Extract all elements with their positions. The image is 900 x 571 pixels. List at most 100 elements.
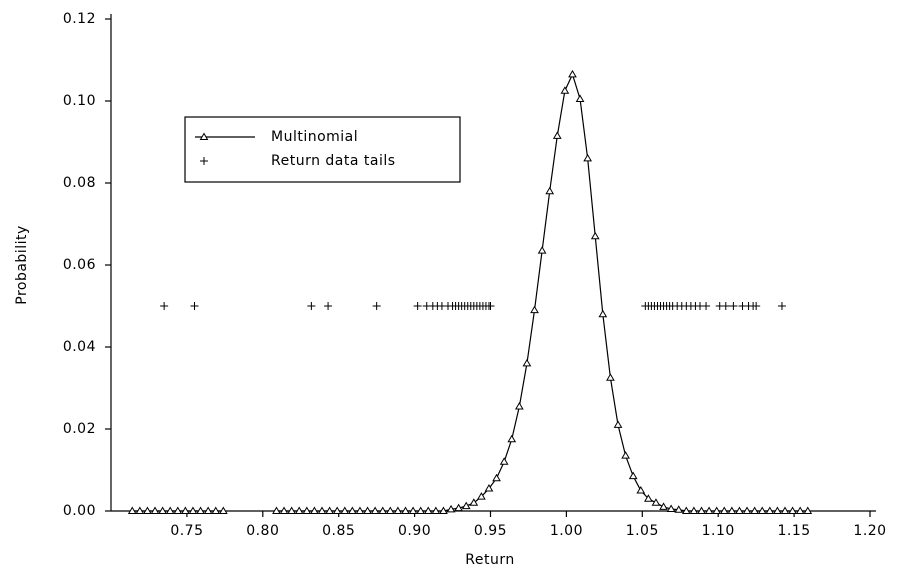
triangle-marker xyxy=(477,492,486,500)
triangle-marker xyxy=(681,506,691,514)
triangle-marker xyxy=(188,506,198,514)
triangle-marker xyxy=(575,94,585,102)
triangle-marker xyxy=(507,434,517,443)
triangle-marker xyxy=(218,506,228,514)
triangle-marker xyxy=(735,506,744,514)
y-tick-label: 0.08 xyxy=(63,175,96,191)
triangle-marker xyxy=(636,486,646,494)
triangle-marker xyxy=(370,506,380,514)
triangle-marker xyxy=(196,506,205,514)
triangle-marker xyxy=(552,131,562,139)
triangle-marker xyxy=(537,246,547,254)
x-tick-label: 1.05 xyxy=(626,523,659,539)
triangle-marker xyxy=(697,506,706,514)
triangle-marker xyxy=(181,506,190,514)
legend-marker xyxy=(200,157,208,165)
triangle-marker xyxy=(499,457,509,465)
y-tick-label: 0.10 xyxy=(63,93,96,109)
triangle-marker xyxy=(689,506,699,514)
plus-marker xyxy=(702,302,711,310)
triangle-marker xyxy=(294,506,304,514)
triangle-marker xyxy=(287,506,297,514)
triangle-marker xyxy=(454,503,463,512)
x-tick-label: 0.90 xyxy=(398,523,431,539)
triangle-marker xyxy=(378,506,388,514)
plus-marker xyxy=(324,302,333,310)
triangle-marker xyxy=(393,506,403,514)
triangle-marker xyxy=(590,231,600,240)
triangle-marker xyxy=(332,506,342,514)
triangle-marker xyxy=(651,498,661,506)
legend-label: Return data tails xyxy=(271,153,396,169)
triangle-marker xyxy=(203,506,213,514)
triangle-marker xyxy=(401,506,410,514)
triangle-marker xyxy=(127,506,137,514)
x-axis-label: Return xyxy=(465,552,514,568)
triangle-marker xyxy=(674,505,684,513)
plus-marker xyxy=(307,302,316,310)
triangle-marker xyxy=(325,506,334,514)
triangle-marker xyxy=(598,309,608,318)
triangle-marker xyxy=(446,504,456,513)
plus-marker xyxy=(777,302,786,310)
x-tick-label: 1.10 xyxy=(702,523,735,539)
x-tick-label: 1.15 xyxy=(778,523,811,539)
plus-marker xyxy=(752,302,761,310)
triangle-marker xyxy=(750,506,760,514)
triangle-marker xyxy=(530,305,539,314)
y-tick-label: 0.02 xyxy=(63,421,96,437)
triangle-marker xyxy=(385,506,395,514)
triangle-marker xyxy=(484,483,494,492)
plus-marker xyxy=(160,302,169,310)
plus-marker xyxy=(486,302,495,310)
triangle-marker xyxy=(803,506,813,514)
triangle-marker xyxy=(659,502,668,510)
triangle-marker xyxy=(560,86,570,94)
triangle-marker xyxy=(765,506,775,514)
y-axis-label: Probability xyxy=(14,225,30,305)
triangle-marker xyxy=(165,506,175,514)
triangle-marker xyxy=(279,506,289,514)
triangle-marker xyxy=(522,358,532,367)
legend-marker xyxy=(199,132,209,140)
triangle-marker xyxy=(310,506,319,514)
plus-marker xyxy=(721,302,730,310)
y-tick-label: 0.00 xyxy=(63,503,96,519)
triangle-marker xyxy=(363,506,372,514)
plus-marker xyxy=(413,302,422,310)
triangle-marker xyxy=(780,506,790,514)
triangle-marker xyxy=(492,473,501,482)
triangle-marker xyxy=(408,506,418,514)
y-tick-label: 0.04 xyxy=(63,339,96,355)
plus-marker xyxy=(372,302,381,310)
triangle-marker xyxy=(583,153,593,162)
triangle-marker xyxy=(317,506,327,514)
triangle-marker xyxy=(719,506,729,514)
triangle-marker xyxy=(431,506,441,514)
triangle-marker xyxy=(712,506,722,514)
triangle-marker xyxy=(644,494,653,502)
triangle-marker xyxy=(742,506,752,514)
triangle-marker xyxy=(514,401,524,410)
triangle-marker xyxy=(666,504,676,512)
x-tick-label: 0.80 xyxy=(246,523,279,539)
triangle-marker xyxy=(621,451,630,459)
triangle-marker xyxy=(628,471,638,480)
triangle-marker xyxy=(347,506,357,514)
y-tick-label: 0.06 xyxy=(63,257,96,273)
triangle-marker xyxy=(302,506,312,514)
triangle-marker xyxy=(272,506,281,514)
x-tick-label: 1.20 xyxy=(853,523,886,539)
triangle-marker xyxy=(727,506,737,514)
triangle-marker xyxy=(423,506,433,514)
x-tick-label: 0.95 xyxy=(474,523,507,539)
triangle-marker xyxy=(757,506,767,514)
triangle-marker xyxy=(469,498,479,506)
triangle-marker xyxy=(613,420,623,428)
triangle-marker xyxy=(439,506,448,514)
triangle-marker xyxy=(545,186,555,195)
triangle-marker xyxy=(150,506,160,514)
triangle-marker xyxy=(143,506,152,514)
triangle-marker xyxy=(416,506,426,514)
